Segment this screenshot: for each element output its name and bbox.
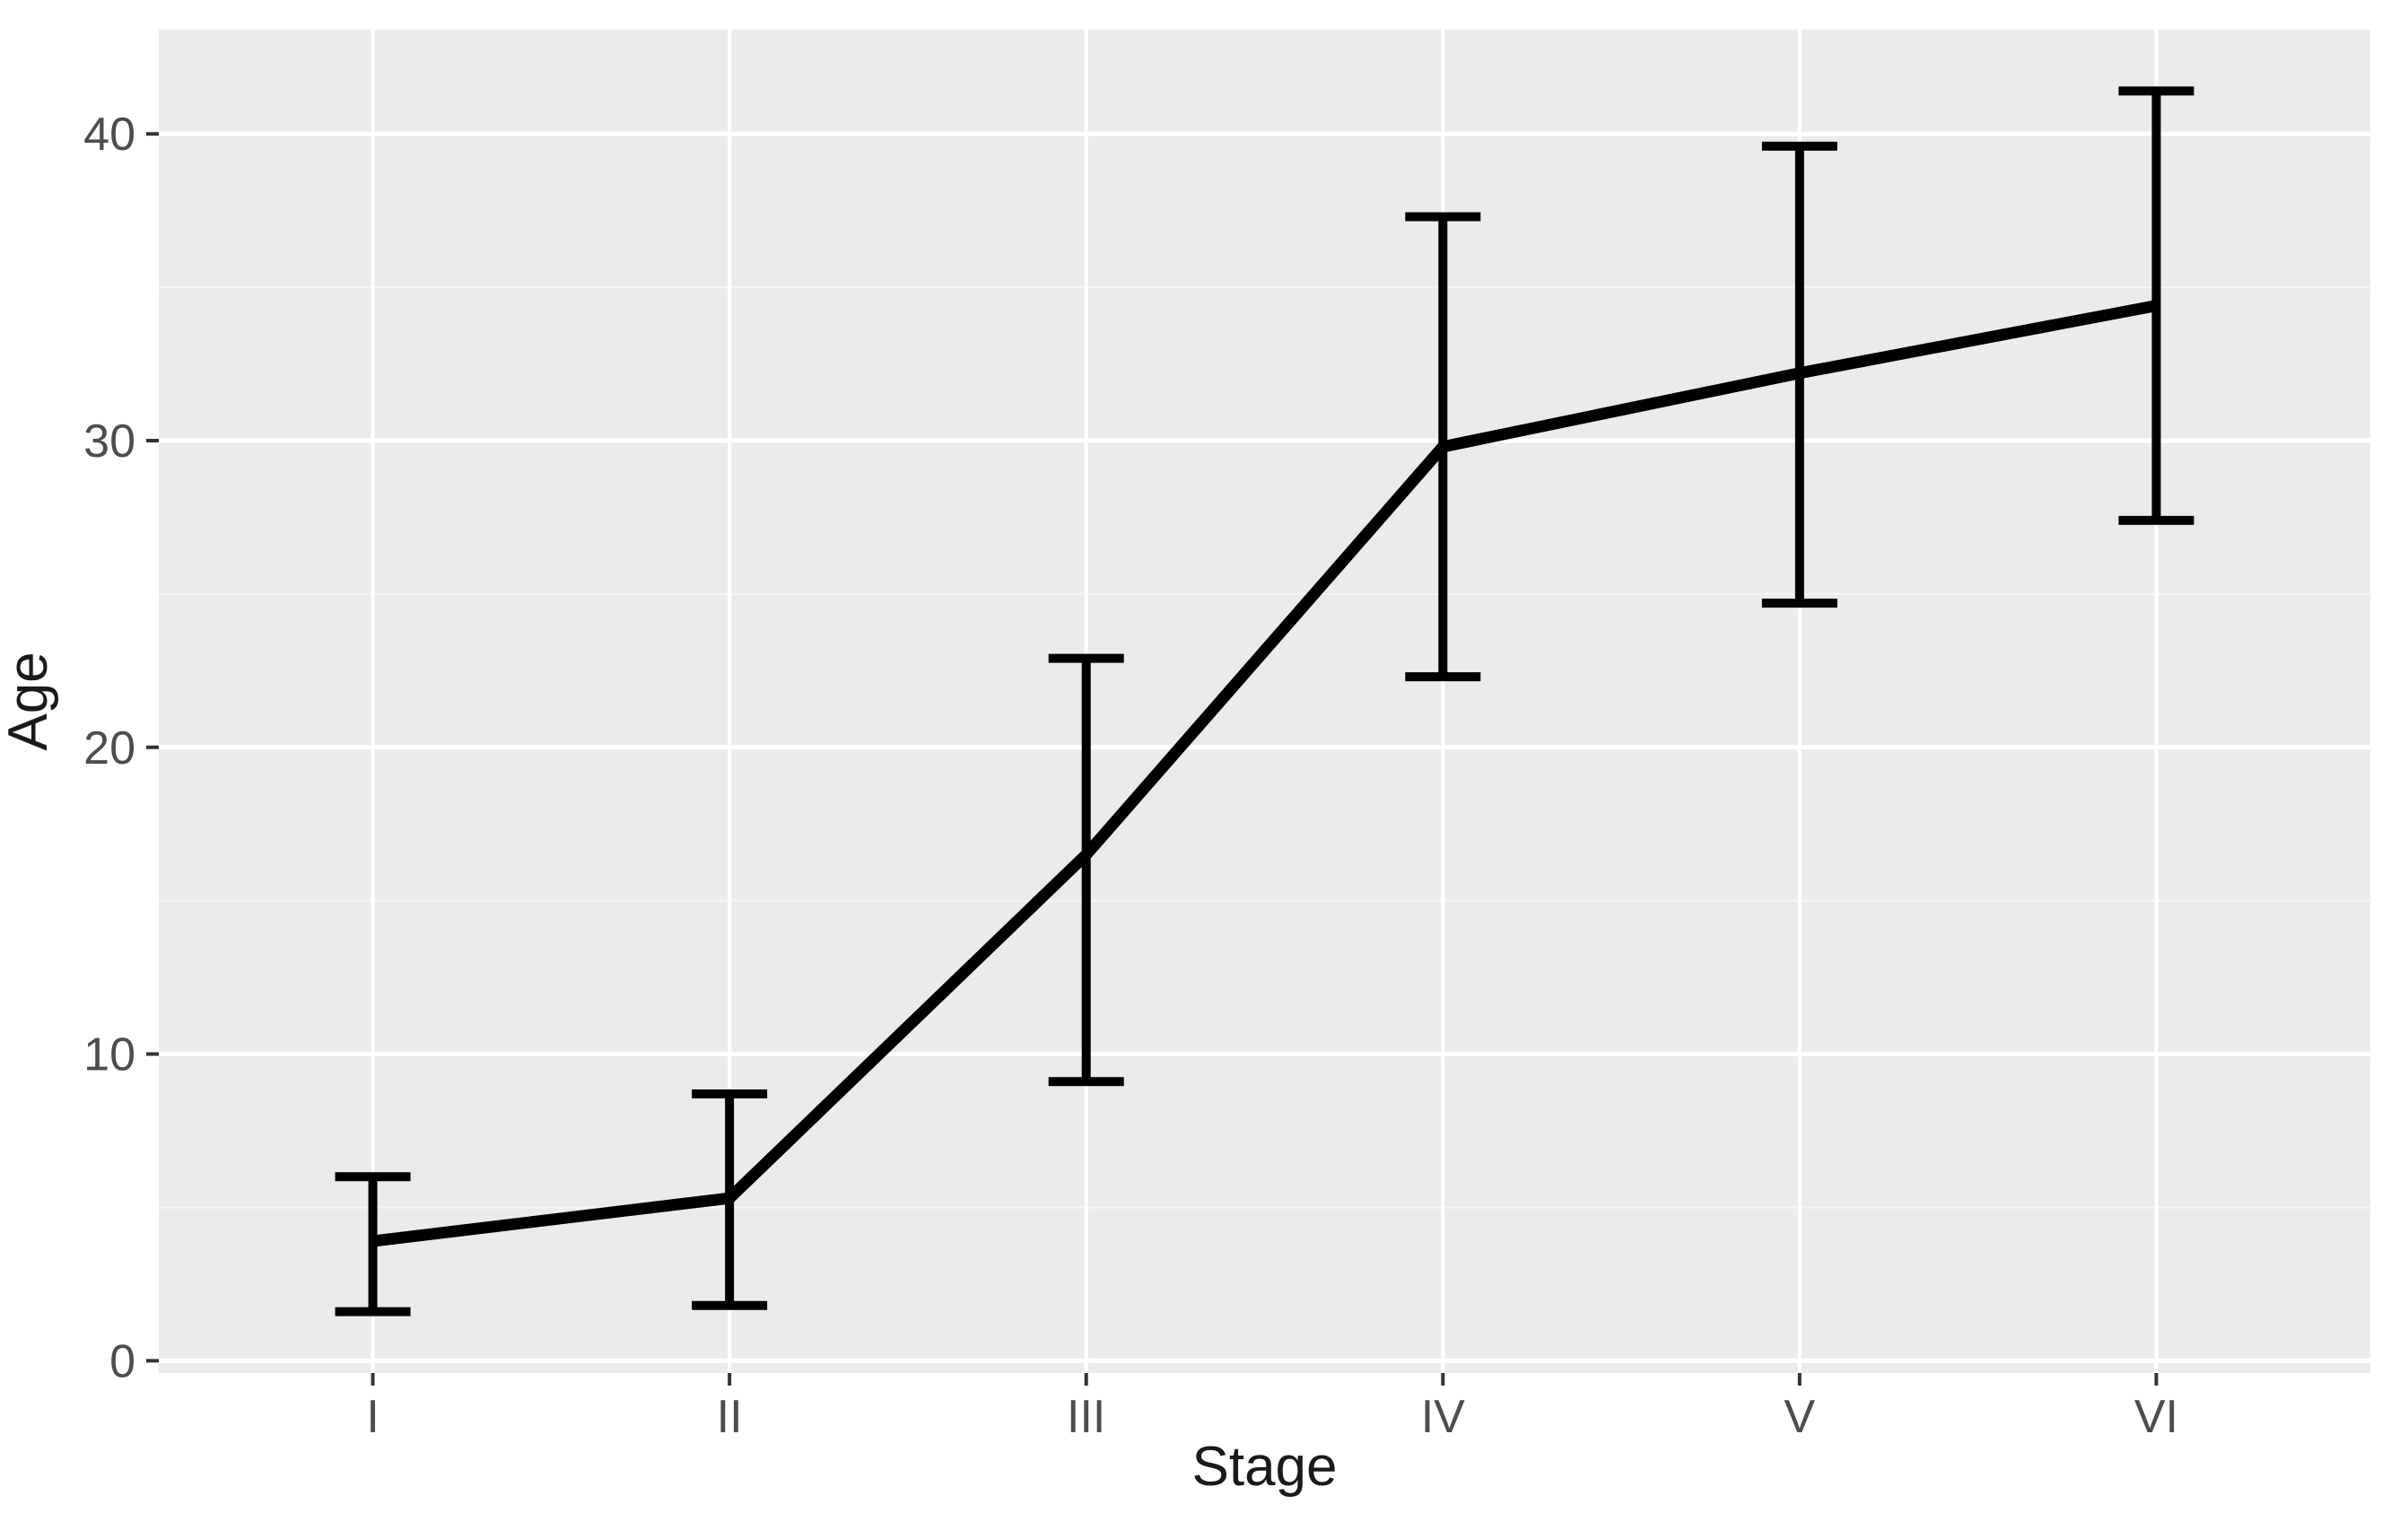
x-tick-label: IV	[1421, 1391, 1465, 1443]
gridlines-minor	[159, 285, 2370, 1209]
y-tick-label: 20	[83, 722, 135, 774]
x-tick-label: I	[366, 1391, 379, 1443]
x-axis-title: Stage	[1191, 1436, 1337, 1498]
error-bar	[2118, 86, 2194, 525]
gridlines-major	[159, 30, 2370, 1373]
plot-panel	[159, 30, 2370, 1373]
axis-ticks	[146, 132, 2159, 1386]
error-bar	[1048, 653, 1124, 1087]
x-tick-label: III	[1067, 1391, 1105, 1443]
x-tick-label: VI	[2134, 1391, 2178, 1443]
error-bar	[335, 1172, 411, 1316]
y-tick-label: 0	[109, 1335, 135, 1387]
x-tick-label: V	[1784, 1391, 1816, 1443]
y-axis-title: Age	[0, 652, 59, 750]
y-tick-label: 10	[83, 1029, 135, 1081]
x-tick-label: II	[717, 1391, 743, 1443]
y-tick-label: 40	[83, 109, 135, 161]
trend-line	[371, 300, 2158, 1247]
y-tick-label: 30	[83, 415, 135, 468]
data-layer	[335, 86, 2194, 1316]
